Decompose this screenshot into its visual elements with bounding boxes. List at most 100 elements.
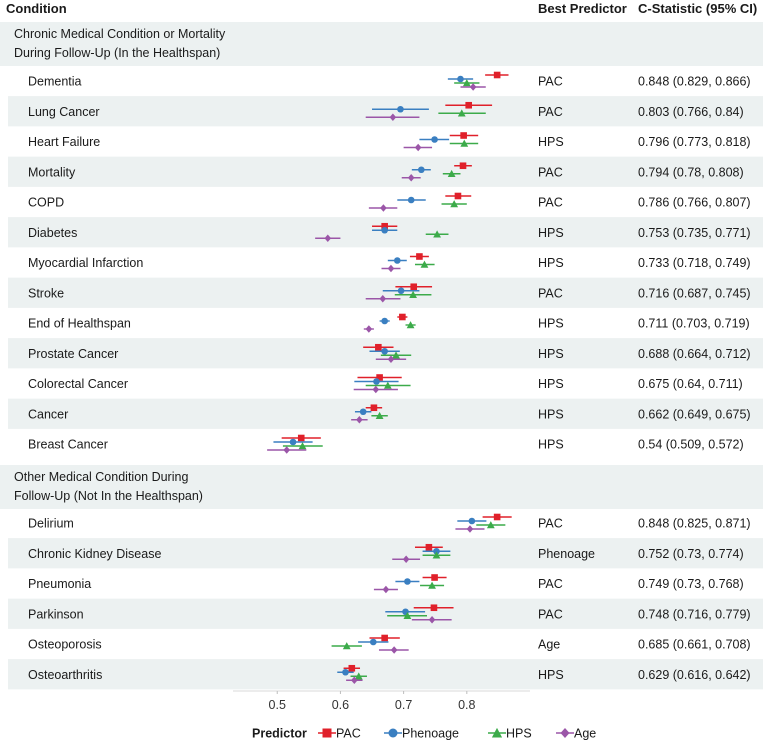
mark-cancer-pac: [365, 404, 383, 412]
point-estimate-square: [381, 634, 388, 642]
c-statistic-osteoarthritis: 0.629 (0.616, 0.642): [638, 668, 751, 682]
mark-prostate-cancer-phenoage: [369, 347, 400, 355]
best-predictor-dementia: PAC: [538, 75, 563, 89]
point-estimate-triangle: [409, 290, 417, 299]
mark-osteoarthritis-pac: [343, 664, 361, 672]
point-estimate-square: [297, 434, 305, 442]
mark-myocardial-infarction-age: [381, 264, 401, 273]
group-title-line: Chronic Medical Condition or Mortality: [14, 27, 226, 41]
point-estimate-diamond: [356, 415, 363, 424]
group-title-band: [0, 22, 763, 66]
row-label-osteoarthritis: Osteoarthritis: [28, 668, 102, 682]
mark-mortality-pac: [454, 162, 472, 170]
legend-title: Predictor: [252, 727, 307, 741]
legend-item-age: Age: [556, 727, 596, 741]
point-estimate-diamond: [466, 525, 474, 533]
mark-myocardial-infarction-phenoage: [387, 257, 407, 264]
mark-lung-cancer-pac: [445, 101, 493, 109]
point-estimate-circle: [381, 347, 388, 355]
row-band: [8, 659, 763, 690]
mark-myocardial-infarction-pac: [409, 253, 429, 260]
mark-parkinson-hps: [387, 611, 427, 620]
row-label-pneumonia: Pneumonia: [28, 577, 91, 591]
row-band: [8, 398, 763, 429]
mark-chronic-kidney-disease-pac: [414, 543, 443, 551]
mark-copd-phenoage: [397, 196, 426, 204]
point-estimate-diamond: [382, 585, 390, 594]
row-band: [8, 538, 763, 569]
mark-osteoarthritis-hps: [350, 672, 367, 680]
group-title-line: During Follow-Up (In the Healthspan): [14, 46, 220, 60]
mark-mortality-age: [401, 173, 421, 182]
point-estimate-square: [348, 664, 356, 672]
point-estimate-diamond: [469, 83, 477, 91]
row-label-prostate-cancer: Prostate Cancer: [28, 347, 118, 361]
mark-osteoarthritis-phenoage: [337, 668, 354, 676]
point-estimate-square: [410, 283, 418, 291]
point-estimate-square: [454, 192, 462, 200]
point-estimate-square: [460, 132, 467, 139]
mark-chronic-kidney-disease-hps: [422, 551, 451, 559]
point-estimate-diamond: [372, 385, 380, 394]
mark-dementia-phenoage: [447, 75, 474, 83]
point-estimate-diamond: [402, 555, 410, 564]
header-condition: Condition: [6, 1, 67, 16]
point-estimate-square: [430, 604, 438, 612]
column-headers: Condition Best Predictor C-Statistic (95…: [6, 1, 757, 16]
row-label-dementia: Dementia: [28, 75, 82, 89]
legend-label: HPS: [506, 727, 532, 741]
mark-pneumonia-age: [373, 585, 398, 594]
point-estimate-diamond: [283, 446, 291, 454]
mark-chronic-kidney-disease-age: [392, 555, 421, 564]
mark-stroke-phenoage: [382, 287, 420, 295]
mark-osteoarthritis-age: [346, 676, 363, 685]
point-estimate-circle: [381, 226, 388, 234]
point-estimate-circle: [342, 668, 349, 676]
mark-heart-failure-pac: [449, 132, 479, 139]
row-label-mortality: Mortality: [28, 165, 76, 179]
best-predictor-mortality: PAC: [538, 165, 563, 179]
point-estimate-diamond: [380, 204, 387, 212]
c-statistic-chronic-kidney-disease: 0.752 (0.73, 0.774): [638, 547, 744, 561]
point-estimate-square: [375, 343, 382, 351]
mark-copd-hps: [441, 200, 467, 208]
mark-cancer-age: [351, 415, 368, 424]
row-label-copd: COPD: [28, 196, 64, 210]
mark-pneumonia-hps: [420, 581, 445, 589]
point-estimate-circle: [433, 547, 440, 555]
point-estimate-square: [399, 313, 406, 321]
mark-osteoporosis-pac: [369, 634, 400, 642]
c-statistic-cancer: 0.662 (0.649, 0.675): [638, 407, 751, 421]
point-estimate-diamond: [379, 294, 387, 303]
header-c-statistic: C-Statistic (95% CI): [638, 1, 757, 16]
point-estimate-square: [370, 404, 378, 412]
point-estimate-triangle: [428, 581, 436, 589]
x-tick-label: 0.6: [332, 698, 349, 712]
point-estimate-diamond: [351, 676, 358, 685]
point-estimate-diamond: [365, 325, 373, 333]
mark-copd-pac: [445, 192, 472, 200]
point-estimate-diamond: [389, 113, 397, 122]
c-statistic-myocardial-infarction: 0.733 (0.718, 0.749): [638, 256, 751, 270]
c-statistic-mortality: 0.794 (0.78, 0.808): [638, 165, 744, 179]
x-tick-label: 0.5: [269, 698, 286, 712]
point-estimate-triangle: [406, 321, 415, 329]
c-statistic-stroke: 0.716 (0.687, 0.745): [638, 286, 751, 300]
best-predictor-parkinson: PAC: [538, 607, 563, 621]
mark-heart-failure-age: [403, 143, 433, 152]
point-estimate-circle: [369, 638, 377, 646]
mark-osteoporosis-phenoage: [358, 638, 389, 646]
row-label-end-of-healthspan: End of Healthspan: [28, 317, 131, 331]
legend-item-phenoage: Phenoage: [384, 727, 459, 741]
point-estimate-circle: [393, 257, 401, 264]
c-statistic-diabetes: 0.753 (0.735, 0.771): [638, 226, 751, 240]
row-label-parkinson: Parkinson: [28, 607, 84, 621]
mark-dementia-hps: [454, 79, 480, 87]
mark-chronic-kidney-disease-phenoage: [422, 547, 451, 555]
best-predictor-colorectal-cancer: HPS: [538, 377, 564, 391]
c-statistic-osteoporosis: 0.685 (0.661, 0.708): [638, 638, 751, 652]
point-estimate-diamond: [390, 646, 398, 654]
mark-cancer-hps: [371, 411, 388, 420]
point-estimate-circle: [468, 517, 476, 525]
